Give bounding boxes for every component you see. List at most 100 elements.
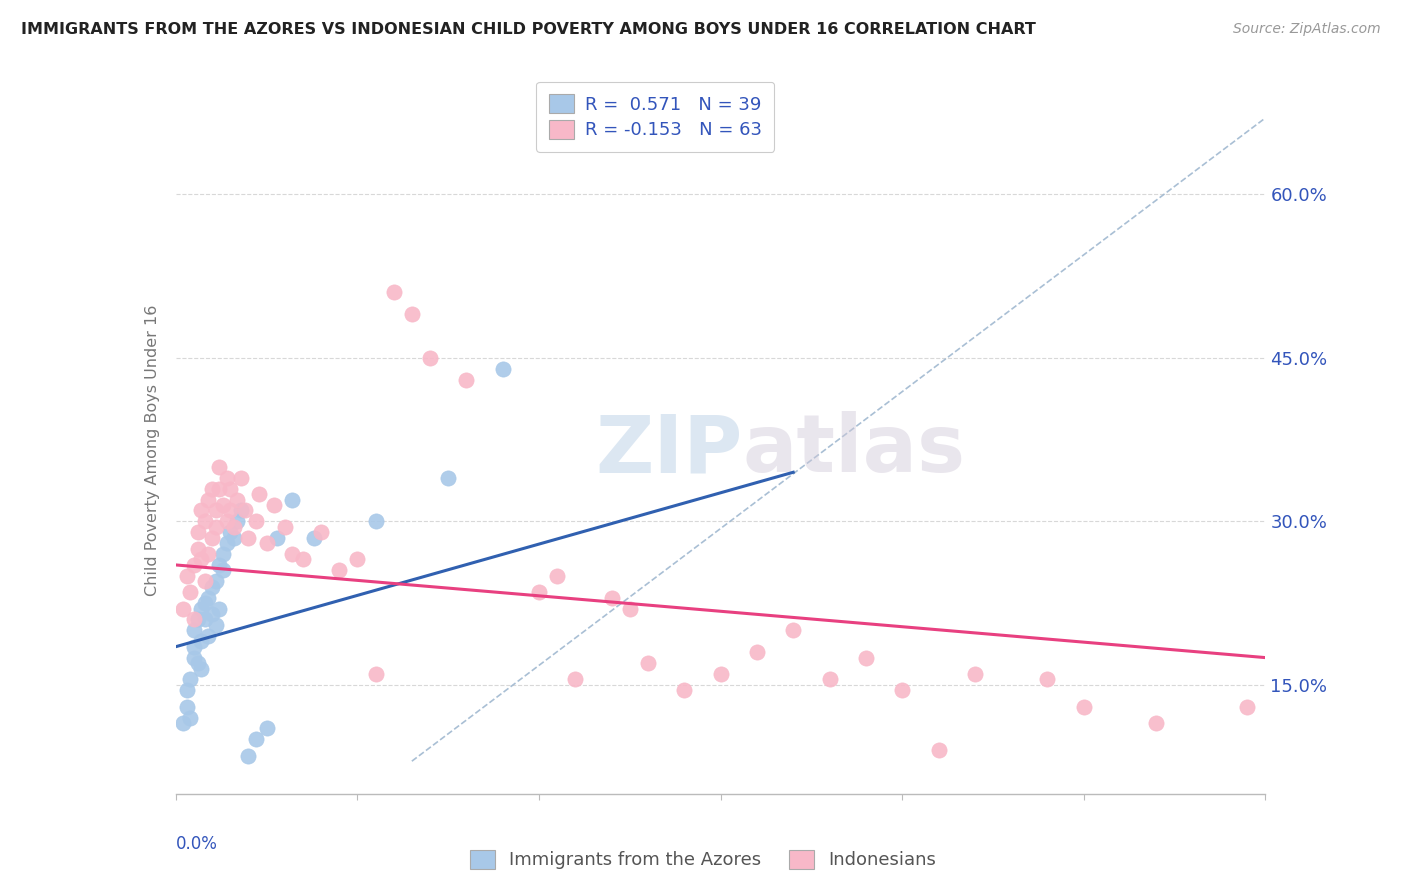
Point bbox=[291, 552, 314, 566]
Point bbox=[546, 569, 568, 583]
Point bbox=[201, 607, 224, 621]
Point bbox=[190, 601, 212, 615]
Point bbox=[190, 552, 212, 566]
Point bbox=[194, 574, 217, 589]
Point bbox=[527, 585, 550, 599]
Point bbox=[492, 361, 515, 376]
Point bbox=[190, 503, 212, 517]
Point bbox=[281, 547, 304, 561]
Point bbox=[263, 498, 285, 512]
Point bbox=[256, 536, 278, 550]
Point bbox=[186, 541, 209, 556]
Point bbox=[194, 596, 217, 610]
Point bbox=[212, 547, 235, 561]
Point bbox=[619, 601, 641, 615]
Point bbox=[1036, 673, 1059, 687]
Point bbox=[204, 503, 226, 517]
Text: ZIP: ZIP bbox=[595, 411, 742, 490]
Point bbox=[179, 673, 201, 687]
Point bbox=[204, 618, 226, 632]
Point bbox=[782, 624, 804, 638]
Point bbox=[419, 351, 441, 365]
Point bbox=[710, 667, 733, 681]
Point bbox=[226, 514, 249, 528]
Point bbox=[1073, 699, 1095, 714]
Point bbox=[238, 748, 260, 763]
Point bbox=[172, 716, 194, 731]
Point bbox=[346, 552, 368, 566]
Point bbox=[222, 520, 245, 534]
Point bbox=[219, 503, 242, 517]
Point bbox=[364, 667, 387, 681]
Point bbox=[186, 525, 209, 540]
Point bbox=[212, 498, 235, 512]
Point bbox=[197, 629, 219, 643]
Point bbox=[176, 569, 198, 583]
Point bbox=[600, 591, 623, 605]
Point bbox=[456, 373, 478, 387]
Text: IMMIGRANTS FROM THE AZORES VS INDONESIAN CHILD POVERTY AMONG BOYS UNDER 16 CORRE: IMMIGRANTS FROM THE AZORES VS INDONESIAN… bbox=[21, 22, 1036, 37]
Point bbox=[215, 471, 238, 485]
Point bbox=[197, 547, 219, 561]
Text: 0.0%: 0.0% bbox=[176, 835, 218, 853]
Point bbox=[172, 601, 194, 615]
Point bbox=[437, 471, 460, 485]
Text: atlas: atlas bbox=[742, 411, 966, 490]
Point bbox=[233, 503, 256, 517]
Point bbox=[673, 683, 696, 698]
Point bbox=[855, 650, 877, 665]
Point bbox=[281, 492, 304, 507]
Point bbox=[245, 514, 267, 528]
Point bbox=[190, 634, 212, 648]
Point bbox=[215, 536, 238, 550]
Point bbox=[201, 580, 224, 594]
Point bbox=[186, 656, 209, 670]
Point bbox=[194, 612, 217, 626]
Point bbox=[1236, 699, 1258, 714]
Legend: Immigrants from the Azores, Indonesians: Immigrants from the Azores, Indonesians bbox=[461, 841, 945, 879]
Point bbox=[197, 492, 219, 507]
Point bbox=[328, 563, 350, 577]
Point bbox=[818, 673, 841, 687]
Point bbox=[208, 601, 231, 615]
Point bbox=[637, 656, 659, 670]
Point bbox=[201, 531, 224, 545]
Point bbox=[194, 514, 217, 528]
Point bbox=[266, 531, 288, 545]
Point bbox=[564, 673, 586, 687]
Point bbox=[176, 699, 198, 714]
Point bbox=[238, 531, 260, 545]
Point bbox=[204, 574, 226, 589]
Point bbox=[215, 514, 238, 528]
Point bbox=[197, 591, 219, 605]
Text: Source: ZipAtlas.com: Source: ZipAtlas.com bbox=[1233, 22, 1381, 37]
Point bbox=[183, 640, 205, 654]
Point bbox=[212, 563, 235, 577]
Point bbox=[179, 585, 201, 599]
Point bbox=[183, 612, 205, 626]
Point bbox=[179, 710, 201, 724]
Point bbox=[183, 624, 205, 638]
Point bbox=[745, 645, 768, 659]
Point bbox=[245, 732, 267, 747]
Point bbox=[963, 667, 986, 681]
Point bbox=[231, 471, 253, 485]
Point bbox=[1146, 716, 1168, 731]
Point bbox=[226, 492, 249, 507]
Point bbox=[208, 482, 231, 496]
Point bbox=[274, 520, 297, 534]
Legend: R =  0.571   N = 39, R = -0.153   N = 63: R = 0.571 N = 39, R = -0.153 N = 63 bbox=[536, 82, 775, 152]
Point bbox=[219, 525, 242, 540]
Point bbox=[401, 307, 423, 321]
Point bbox=[231, 503, 253, 517]
Point bbox=[208, 558, 231, 572]
Point bbox=[928, 743, 950, 757]
Point bbox=[222, 531, 245, 545]
Point bbox=[302, 531, 325, 545]
Point bbox=[204, 520, 226, 534]
Point bbox=[891, 683, 914, 698]
Point bbox=[208, 459, 231, 474]
Point bbox=[201, 482, 224, 496]
Point bbox=[256, 722, 278, 736]
Point bbox=[183, 650, 205, 665]
